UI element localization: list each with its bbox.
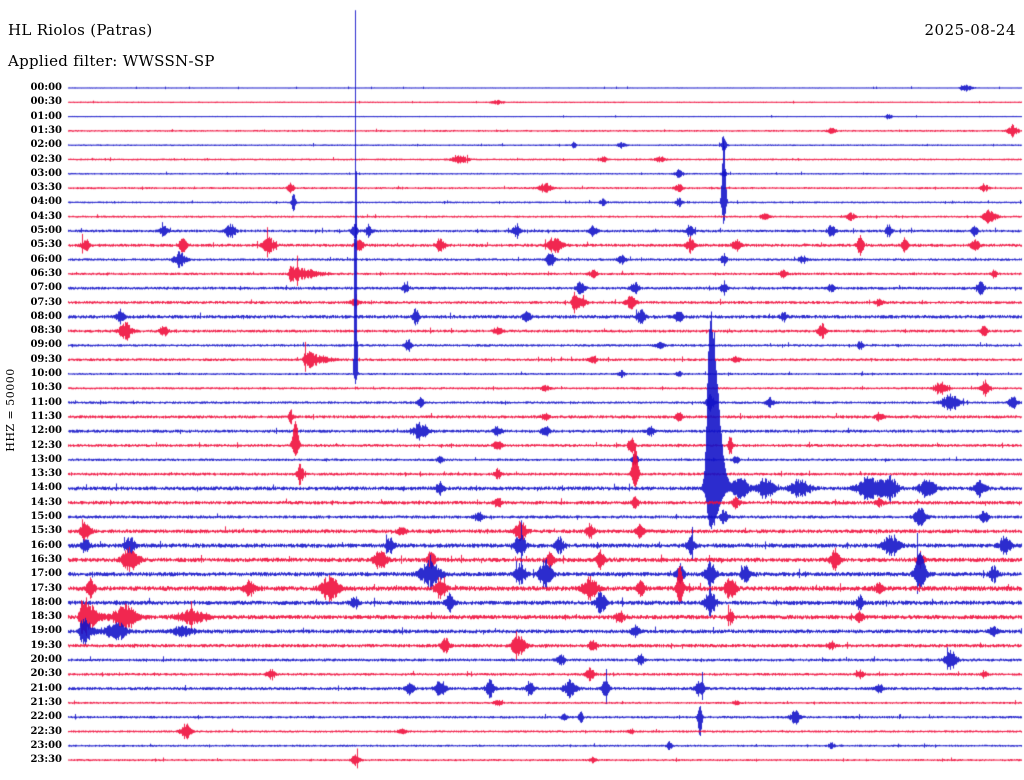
- time-label: 19:30: [30, 639, 62, 651]
- time-label: 03:00: [30, 167, 62, 179]
- time-label: 22:00: [30, 711, 62, 723]
- time-label: 17:30: [30, 582, 62, 594]
- time-label: 04:30: [30, 210, 62, 222]
- time-label: 19:00: [30, 625, 62, 637]
- time-label: 00:30: [30, 96, 62, 108]
- time-label: 12:30: [30, 439, 62, 451]
- time-label: 13:30: [30, 468, 62, 480]
- time-label: 13:00: [30, 453, 62, 465]
- time-label: 15:00: [30, 511, 62, 522]
- time-label: 21:00: [30, 682, 62, 694]
- time-label: 16:00: [30, 539, 62, 551]
- station-title: HL Riolos (Patras): [8, 21, 153, 39]
- time-label: 11:30: [30, 410, 62, 422]
- time-label: 20:30: [30, 668, 62, 680]
- time-label: 23:30: [30, 754, 62, 766]
- time-label: 06:00: [30, 253, 62, 265]
- time-label: 18:30: [30, 611, 62, 623]
- time-label: 06:30: [30, 267, 62, 279]
- filter-label: Applied filter: WWSSN-SP: [8, 52, 215, 70]
- time-label: 20:00: [30, 654, 62, 665]
- time-label: 23:00: [30, 739, 62, 751]
- time-label: 10:00: [30, 368, 62, 379]
- time-label: 02:30: [30, 153, 62, 165]
- time-label: 16:30: [30, 553, 62, 565]
- time-label: 12:00: [30, 425, 62, 437]
- time-label: 08:30: [30, 325, 62, 337]
- time-label: 10:30: [30, 382, 62, 394]
- time-label: 00:00: [30, 82, 62, 93]
- time-label: 22:30: [30, 725, 62, 737]
- time-label: 07:30: [30, 296, 62, 308]
- time-label: 04:00: [30, 196, 62, 208]
- time-label: 17:00: [30, 568, 62, 580]
- time-label: 21:30: [30, 696, 62, 708]
- time-label: 05:00: [30, 225, 62, 236]
- time-label: 07:00: [30, 282, 62, 294]
- time-label: 11:00: [30, 396, 62, 408]
- time-label: 03:30: [30, 182, 62, 194]
- time-label: 15:30: [30, 525, 62, 537]
- time-label: 09:00: [30, 339, 62, 351]
- time-label: 18:00: [30, 596, 62, 608]
- time-label: 01:30: [30, 124, 62, 136]
- time-label: 01:00: [30, 110, 62, 122]
- time-label: 05:30: [30, 239, 62, 251]
- time-label: 02:00: [30, 139, 62, 151]
- time-label: 14:00: [30, 482, 62, 494]
- time-label: 14:30: [30, 496, 62, 508]
- date-label: 2025-08-24: [924, 21, 1016, 39]
- time-label: 08:00: [30, 310, 62, 322]
- time-label: 09:30: [30, 353, 62, 365]
